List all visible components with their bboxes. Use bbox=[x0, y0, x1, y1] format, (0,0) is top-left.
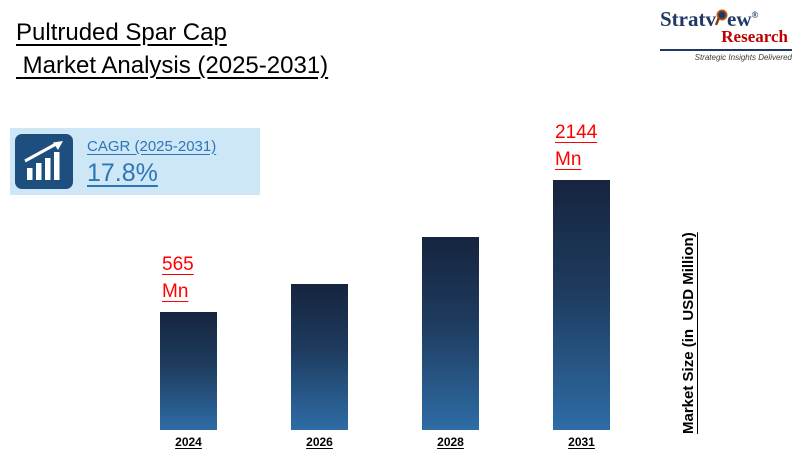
logo-brand-post: ew bbox=[727, 7, 752, 31]
y-axis-title: Market Size (in USD Million) bbox=[680, 232, 697, 434]
cagr-callout-box: CAGR (2025-2031) 17.8% bbox=[10, 128, 260, 195]
bar-2028 bbox=[422, 237, 479, 430]
bar-value-label: 565 Mn bbox=[162, 254, 194, 302]
bar-value-label: 2144 Mn bbox=[555, 122, 598, 170]
logo-tagline: Strategic Insights Delivered bbox=[694, 53, 792, 63]
growth-chart-icon bbox=[15, 134, 73, 189]
logo-brand-secondary: Research bbox=[721, 27, 788, 47]
company-logo: Stratv ew® Research Strategic Insights De… bbox=[660, 8, 792, 62]
logo-brand-pre: Stratv bbox=[660, 7, 716, 31]
registered-trademark: ® bbox=[751, 10, 759, 20]
x-tick-label-2024: 2024 bbox=[175, 435, 202, 449]
cagr-label: CAGR (2025-2031) bbox=[87, 137, 217, 155]
x-tick-label-2026: 2026 bbox=[306, 435, 333, 449]
magnifier-icon bbox=[715, 8, 728, 30]
x-tick-label-2031: 2031 bbox=[568, 435, 595, 449]
logo-brand-name: Stratv ew® bbox=[660, 8, 792, 30]
bar-group-2024: 565 Mn 2024 bbox=[160, 251, 217, 449]
page-title: Pultruded Spar Cap Market Analysis (2025… bbox=[16, 16, 328, 82]
bar-group-2031: 2144 Mn 2031 bbox=[553, 119, 610, 449]
bar-group-2026: 2026 bbox=[291, 284, 348, 449]
bar-2024 bbox=[160, 312, 217, 430]
bar-2031 bbox=[553, 180, 610, 430]
bar-group-2028: 2028 bbox=[422, 237, 479, 449]
bar-2026 bbox=[291, 284, 348, 430]
logo-divider bbox=[660, 49, 792, 52]
page-title-line-1: Pultruded Spar Cap bbox=[16, 19, 227, 46]
cagr-text-block: CAGR (2025-2031) 17.8% bbox=[87, 136, 216, 188]
cagr-value: 17.8% bbox=[87, 158, 158, 187]
page-title-line-2: Market Analysis (2025-2031) bbox=[16, 52, 329, 79]
x-tick-label-2028: 2028 bbox=[437, 435, 464, 449]
